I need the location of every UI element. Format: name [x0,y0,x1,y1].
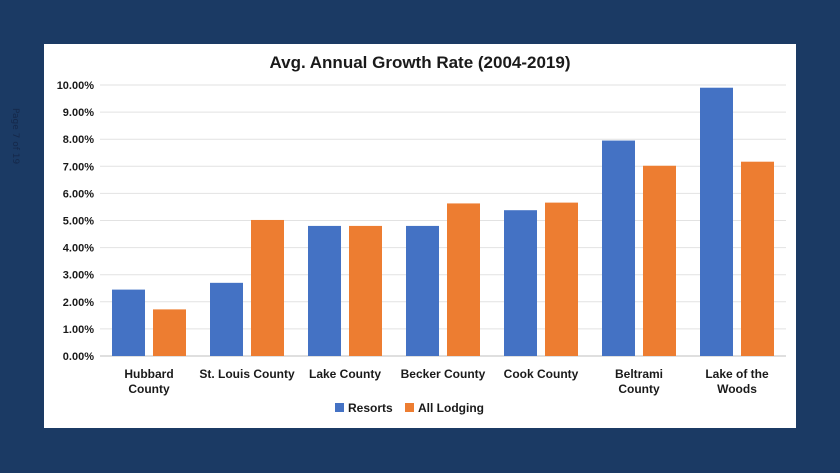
bar-resorts [700,87,733,357]
chart-panel: Avg. Annual Growth Rate (2004-2019) 0.00… [44,44,796,428]
legend: Resorts All Lodging [335,401,484,415]
bar-all-lodging [447,203,480,356]
category-label: Lake of the Woods [705,367,769,396]
category-label: Lake County [309,367,381,381]
y-tick-label: 2.00% [63,297,94,309]
bar-all-lodging [741,161,774,356]
bar-resorts [602,140,635,356]
category-label: St. Louis County [199,367,295,381]
y-tick-label: 8.00% [63,134,94,146]
bar-all-lodging [545,202,578,356]
bar-resorts [308,225,341,356]
legend-swatch-resorts [335,403,344,412]
category-label: Beltrami County [615,367,663,396]
category-label: Cook County [504,367,579,381]
bar-resorts [210,282,243,356]
bars [112,87,774,357]
y-tick-label: 10.00% [57,80,95,92]
y-tick-label: 4.00% [63,243,94,255]
bar-all-lodging [153,309,186,356]
y-tick-label: 6.00% [63,188,94,200]
gridlines [100,84,786,357]
y-tick-label: 7.00% [63,161,94,173]
y-tick-label: 0.00% [63,351,94,363]
legend-label: All Lodging [418,401,484,415]
bar-all-lodging [251,219,284,356]
legend-swatch-all-lodging [405,403,414,412]
chart-title: Avg. Annual Growth Rate (2004-2019) [269,53,570,72]
bar-resorts [504,210,537,356]
legend-label: Resorts [348,401,393,415]
category-label: Becker County [401,367,486,381]
bar-resorts [406,225,439,356]
y-tick-label: 5.00% [63,216,94,228]
bar-all-lodging [349,225,382,356]
y-tick-label: 3.00% [63,270,94,282]
bar-resorts [112,289,145,356]
bar-all-lodging [643,165,676,356]
y-tick-label: 1.00% [63,324,94,336]
y-axis-ticks: 0.00% 1.00% 2.00% 3.00% 4.00% 5.00% 6.00% 7.00%… [57,80,95,363]
page-label: Page 7 of 19 [10,108,20,165]
category-label: Hubbard County [124,367,173,396]
y-tick-label: 9.00% [63,107,94,119]
x-axis-categories: Hubbard County St. Louis County Lake County… [124,367,769,396]
bar-chart: Avg. Annual Growth Rate (2004-2019) 0.00… [57,53,786,415]
